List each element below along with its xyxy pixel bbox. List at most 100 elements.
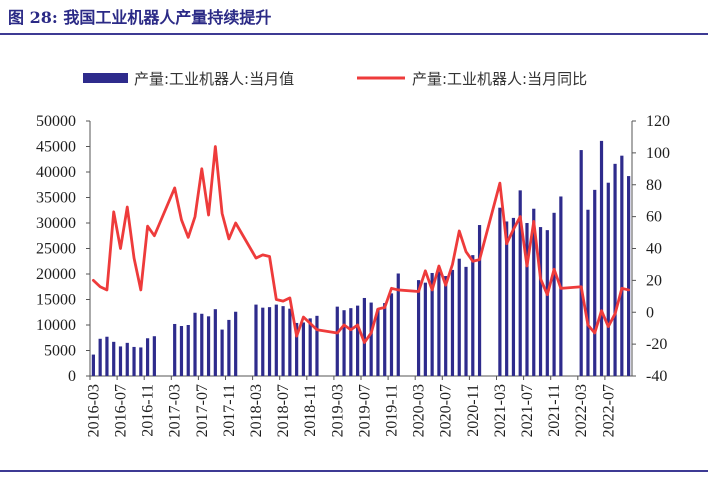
bar-2021-11 (552, 212, 556, 376)
bar-2016-08 (125, 342, 129, 376)
x-tick-label: 2020-03 (411, 384, 428, 437)
bar-2020-09 (457, 258, 461, 376)
bar-2019-06 (356, 305, 360, 376)
bar-2017-12 (234, 311, 238, 376)
bar-2017-11 (227, 319, 231, 376)
bar-2020-10 (464, 266, 468, 376)
x-tick-label: 2018-03 (248, 384, 265, 437)
bar-2017-07 (200, 313, 204, 376)
bar-2018-12 (315, 315, 319, 376)
bar-2020-07 (444, 276, 448, 376)
y-right-tick-label: 80 (646, 177, 662, 194)
bar-2019-05 (349, 308, 353, 376)
bar-2020-05 (430, 272, 434, 376)
bar-2016-12 (152, 336, 156, 376)
line-series (91, 145, 631, 344)
bar-2019-03 (335, 306, 339, 376)
x-tick-label: 2016-11 (140, 384, 157, 437)
y-right-tick-label: 120 (646, 113, 670, 130)
x-tick-label: 2022-03 (573, 384, 590, 437)
bar-series (91, 140, 631, 376)
y-right-tick-label: 100 (646, 145, 670, 162)
bar-2022-10 (627, 176, 631, 376)
figure-title: 图 28: 我国工业机器人产量持续提升 (8, 8, 271, 27)
bar-2019-09 (376, 308, 380, 376)
bar-2018-05 (267, 307, 272, 376)
bar-2018-06 (274, 304, 278, 376)
bar-2016-10 (139, 347, 143, 376)
y-left-tick-label: 30000 (36, 215, 76, 232)
x-tick-label: 2017-11 (221, 384, 238, 437)
bar-2017-04 (179, 326, 184, 376)
x-tick-label: 2020-11 (465, 384, 482, 437)
bar-2022-05 (593, 189, 597, 376)
legend-label-monthly-output: 产量:工业机器人:当月值 (134, 70, 294, 88)
x-tick-label: 2019-07 (356, 384, 373, 437)
x-tick-label: 2016-03 (85, 384, 102, 437)
tick-labels: 0 5000 10000 15000 20000 25000 30000 35000 40000… (36, 113, 670, 437)
bar-2022-03 (579, 150, 583, 376)
bar-2020-12 (477, 225, 482, 376)
bar-2016-03 (91, 354, 95, 376)
x-tick-label: 2022-07 (600, 384, 617, 437)
x-tick-label: 2021-07 (519, 384, 536, 437)
y-left-tick-label: 0 (68, 368, 76, 385)
y-left-tick-label: 25000 (36, 241, 76, 258)
bar-2021-08 (532, 208, 536, 376)
bar-2018-10 (301, 322, 306, 376)
bar-2016-05 (105, 336, 109, 376)
x-tick-label: 2018-07 (275, 384, 292, 437)
bar-2019-11 (389, 293, 394, 376)
bar-2016-09 (132, 346, 136, 376)
yoy-line (91, 145, 631, 344)
bar-2021-03 (498, 207, 502, 376)
x-tick-label: 2021-03 (492, 384, 509, 437)
y-right-tick-label: 0 (646, 304, 654, 321)
bar-2019-10 (383, 303, 387, 376)
y-right-tick-label: -40 (646, 368, 667, 385)
bar-2016-07 (118, 346, 123, 376)
bar-2021-06 (518, 190, 522, 376)
bar-2019-12 (396, 273, 400, 376)
y-left-tick-label: 35000 (36, 190, 76, 207)
legend: 产量:工业机器人:当月值 产量:工业机器人:当月同比 (83, 70, 587, 88)
bar-2016-11 (145, 338, 150, 376)
y-right-tick-label: 20 (646, 272, 662, 289)
bar-2021-04 (505, 221, 509, 376)
x-tick-label: 2019-11 (383, 384, 400, 437)
bar-2016-06 (112, 341, 116, 376)
bar-2021-05 (511, 217, 516, 376)
bar-2017-08 (206, 316, 211, 376)
y-left-tick-label: 15000 (36, 292, 76, 309)
y-right-tick-label: -20 (646, 336, 667, 353)
bar-2021-10 (545, 230, 549, 376)
bar-2021-07 (525, 223, 529, 376)
bar-2017-05 (186, 325, 190, 376)
bar-2017-03 (173, 323, 177, 376)
x-tick-label: 2019-03 (329, 384, 346, 437)
bar-2019-08 (369, 302, 373, 376)
bar-2020-03 (416, 280, 421, 376)
y-left-tick-label: 20000 (36, 266, 76, 283)
legend-bar-swatch (83, 73, 128, 83)
legend-label-yoy: 产量:工业机器人:当月同比 (412, 70, 587, 88)
bar-2018-07 (281, 306, 285, 376)
bar-2017-10 (220, 329, 224, 376)
x-tick-label: 2016-07 (112, 384, 129, 437)
y-right-tick-label: 40 (646, 241, 662, 258)
bar-2017-06 (193, 312, 197, 376)
bar-2022-06 (599, 140, 604, 376)
x-tick-label: 2020-07 (438, 384, 455, 437)
bar-2022-09 (620, 155, 624, 376)
bar-2018-03 (254, 304, 258, 376)
bar-2019-07 (362, 297, 366, 376)
bar-2021-09 (538, 227, 543, 376)
bar-2019-04 (342, 310, 346, 376)
y-left-tick-label: 40000 (36, 164, 76, 181)
bar-2018-08 (288, 308, 292, 376)
y-left-tick-label: 50000 (36, 113, 76, 130)
bar-2018-04 (261, 307, 265, 376)
bar-2020-06 (437, 271, 441, 376)
bar-2018-11 (308, 318, 312, 376)
